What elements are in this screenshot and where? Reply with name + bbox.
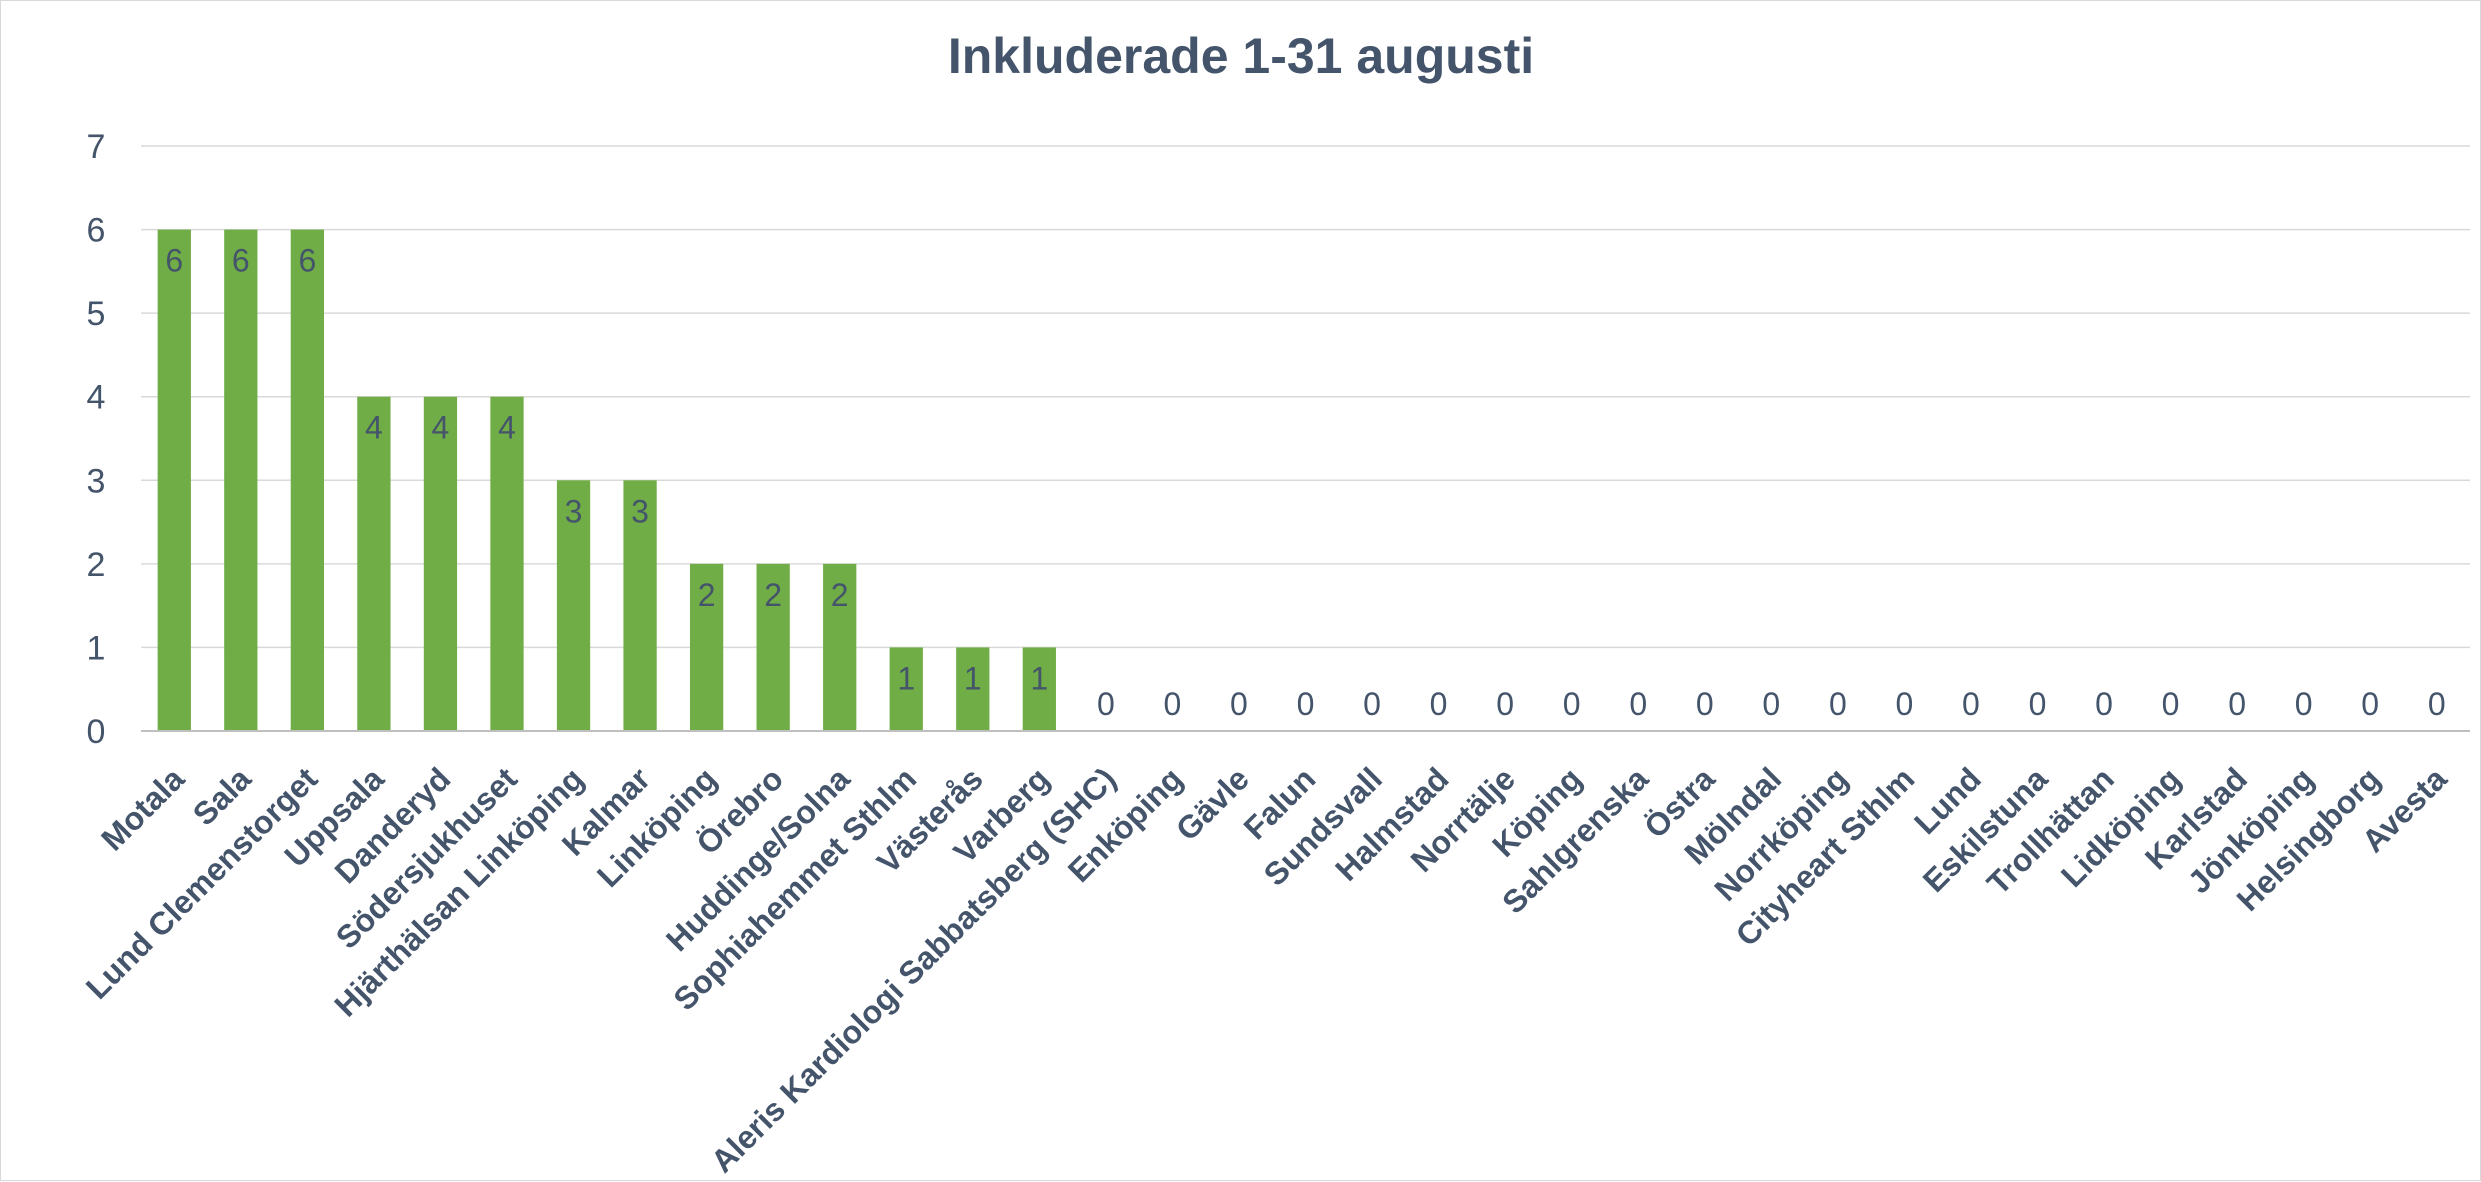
y-tick-label: 7: [87, 128, 106, 166]
bar: [556, 480, 591, 731]
x-tick-label: Motala: [94, 760, 191, 857]
bar: [423, 396, 458, 731]
bars: [157, 229, 1056, 732]
data-label: 2: [698, 577, 716, 613]
data-label: 0: [1430, 686, 1448, 722]
data-label: 6: [232, 243, 250, 279]
data-label: 1: [897, 660, 915, 696]
data-label: 0: [1629, 686, 1647, 722]
data-label: 0: [2029, 686, 2047, 722]
data-label: 0: [1829, 686, 1847, 722]
gridlines: [141, 145, 2470, 649]
data-label: 0: [2361, 686, 2379, 722]
bar: [224, 229, 258, 732]
x-tick-label: Gävle: [1169, 760, 1256, 847]
data-label: 4: [432, 410, 450, 446]
data-label: 4: [365, 410, 383, 446]
y-tick-label: 2: [87, 546, 106, 584]
data-label: 0: [1962, 686, 1980, 722]
data-label: 2: [831, 577, 849, 613]
data-label: 1: [1030, 660, 1048, 696]
bar: [623, 480, 657, 731]
y-tick-label: 5: [87, 295, 106, 333]
data-label: 0: [1563, 686, 1581, 722]
y-tick-label: 0: [87, 713, 106, 751]
data-label: 0: [1230, 686, 1248, 722]
bar: [157, 229, 191, 732]
data-label: 2: [764, 577, 782, 613]
data-label: 0: [1696, 686, 1714, 722]
y-tick-label: 3: [87, 462, 106, 500]
bar: [357, 396, 391, 731]
y-tick-label: 4: [87, 379, 106, 417]
bar: [823, 563, 857, 731]
bar: [490, 396, 524, 731]
data-label: 0: [2295, 686, 2313, 722]
data-label: 3: [565, 493, 583, 529]
data-label: 0: [2162, 686, 2180, 722]
bar: [956, 647, 990, 731]
y-tick-label: 1: [87, 629, 106, 667]
data-label: 0: [1164, 686, 1182, 722]
bar: [290, 229, 324, 732]
data-label: 6: [298, 243, 316, 279]
data-label: 4: [498, 410, 516, 446]
bar: [1022, 647, 1056, 731]
data-label: 0: [1297, 686, 1315, 722]
data-label: 0: [2095, 686, 2113, 722]
data-label: 0: [1895, 686, 1913, 722]
bar: [756, 563, 790, 731]
data-label: 0: [1097, 686, 1115, 722]
data-label: 3: [631, 493, 649, 529]
data-label: 0: [1363, 686, 1381, 722]
bar: [689, 563, 724, 731]
data-label: 0: [2428, 686, 2446, 722]
data-label: 0: [1496, 686, 1514, 722]
y-axis-ticks: 0 1 2 3 4 5 6 7: [87, 128, 106, 751]
data-label: 0: [1762, 686, 1780, 722]
data-label: 0: [2228, 686, 2246, 722]
chart-title: Inkluderade 1-31 augusti: [948, 28, 1534, 84]
y-tick-label: 6: [87, 212, 106, 250]
data-labels: 6 6 6 4 4 4 3 3 2 2 2 1 1 1 0 0 0 0 0 0 0 0 0 0 0 0 0 0 0 0 0 0 0 0 0: [165, 243, 2445, 722]
bar: [889, 647, 923, 731]
data-label: 6: [165, 243, 183, 279]
data-label: 1: [964, 660, 982, 696]
